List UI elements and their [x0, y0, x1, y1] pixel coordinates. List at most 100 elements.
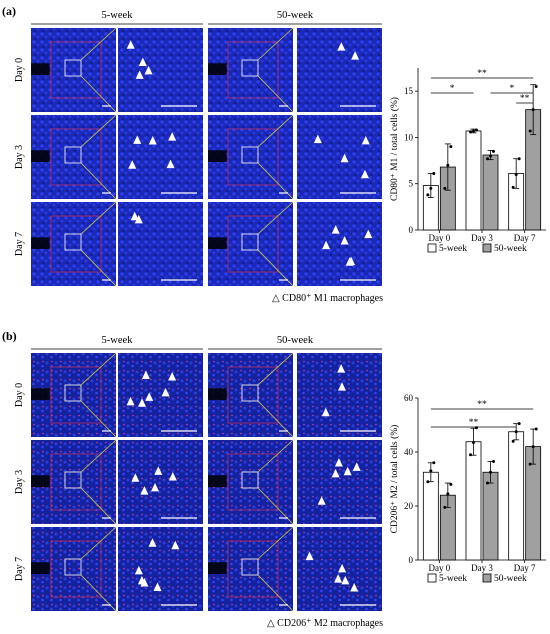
panel-b: (b) 5-week 50-week Day 0 Day 3 Day 7 △ CD206⁺ …: [2, 329, 383, 629]
x-tick-label: Day 7: [514, 563, 536, 573]
roi-box: [50, 366, 102, 424]
y-tick-label: 0: [409, 555, 414, 565]
white-triangle-arrow-icon: [128, 160, 137, 169]
roi-box: [227, 453, 279, 511]
zoom-connector: [80, 439, 117, 473]
white-triangle-arrow-icon: [352, 462, 361, 471]
group-header: 5-week: [102, 10, 134, 21]
y-tick-label: 5: [409, 179, 414, 189]
roi-box: [227, 366, 279, 424]
bar: [482, 471, 499, 561]
zoom-micrograph: [118, 202, 203, 286]
data-point: [432, 172, 436, 176]
zoom-micrograph: [297, 202, 382, 286]
white-triangle-arrow-icon: [166, 159, 175, 169]
white-triangle-arrow-icon: [313, 134, 322, 144]
roi-box: [50, 41, 102, 99]
white-triangle-arrow-icon: [138, 57, 147, 66]
panel-label: (b): [2, 329, 17, 343]
data-point: [449, 145, 453, 149]
roi-box: [227, 215, 279, 273]
row-label: Day 7: [14, 557, 25, 581]
zoom-micrograph: [297, 440, 382, 524]
white-triangle-arrow-icon: [148, 136, 157, 145]
zoom-micrograph: [118, 527, 203, 611]
bar-chart-a: 0 5 10 15 CD80⁺ M1 / total cells (%) Day 0 Day…: [389, 68, 546, 254]
legend-label: 5-week: [439, 244, 467, 254]
zoom-box: [241, 558, 259, 576]
zoom-connector: [80, 352, 117, 386]
y-tick-label: 60: [404, 393, 414, 403]
data-point: [489, 154, 492, 158]
data-point: [472, 129, 475, 133]
data-point: [492, 149, 495, 153]
white-triangle-arrow-icon: [135, 70, 144, 79]
white-triangle-arrow-icon: [171, 540, 180, 550]
significance-label: *: [509, 84, 514, 94]
row-label: Day 0: [14, 58, 25, 82]
white-triangle-arrow-icon: [153, 582, 162, 591]
row-label: Day 3: [14, 145, 25, 169]
significance-label: *: [450, 84, 455, 94]
white-triangle-arrow-icon: [154, 466, 163, 475]
white-triangle-arrow-icon: [168, 471, 177, 481]
zoom-connector: [257, 27, 294, 61]
zoom-micrograph: [118, 115, 203, 199]
tissue-gap: [208, 388, 227, 401]
zoom-connector: [80, 114, 117, 148]
data-point: [443, 186, 447, 190]
white-triangle-arrow-icon: [343, 466, 352, 476]
data-point: [432, 461, 436, 465]
row-label: Day 7: [14, 232, 25, 256]
white-triangle-arrow-icon: [131, 473, 140, 482]
data-point: [472, 441, 475, 445]
x-tick-label: Day 0: [428, 233, 450, 243]
legend-footnote: △ CD206⁺ M2 macrophages: [267, 618, 383, 629]
white-triangle-arrow-icon: [361, 135, 370, 145]
white-triangle-arrow-icon: [331, 468, 340, 478]
data-point: [528, 129, 532, 133]
significance-label: **: [477, 69, 487, 79]
data-point: [514, 430, 518, 434]
white-triangle-arrow-icon: [364, 229, 373, 239]
legend-label: 50-week: [494, 574, 527, 584]
zoom-box: [64, 471, 82, 489]
significance-label: **: [520, 94, 530, 104]
zoom-box: [241, 233, 259, 251]
white-triangle-arrow-icon: [145, 392, 154, 401]
legend-label: 50-week: [494, 244, 527, 254]
roi-box: [50, 453, 102, 511]
white-triangle-arrow-icon: [144, 65, 153, 75]
white-triangle-arrow-icon: [350, 582, 359, 592]
legend-footnote: △ CD80⁺ M1 macrophages: [272, 293, 383, 304]
white-triangle-arrow-icon: [168, 132, 177, 141]
zoom-micrograph: [118, 28, 203, 112]
zoom-box: [64, 233, 82, 251]
white-triangle-arrow-icon: [321, 407, 330, 417]
bar: [465, 441, 482, 561]
white-triangle-arrow-icon: [138, 398, 147, 407]
significance-label: **: [477, 400, 487, 410]
tissue-gap: [208, 150, 227, 163]
zoom-micrograph: [297, 28, 382, 112]
tissue-gap: [31, 562, 50, 575]
legend-label: 5-week: [439, 574, 467, 584]
data-point: [489, 470, 492, 474]
white-triangle-arrow-icon: [305, 551, 314, 561]
zoom-connector: [257, 114, 294, 148]
zoom-box: [241, 471, 259, 489]
row-label: Day 3: [14, 470, 25, 494]
zoom-box: [64, 146, 82, 164]
roi-box: [50, 540, 102, 598]
panel-a: (a) 5-week 50-week Day 0 Day 3 Day 7 △ CD80⁺ M…: [2, 4, 383, 304]
white-triangle-arrow-icon: [337, 42, 346, 51]
legend-swatch: [482, 573, 492, 583]
tissue-gap: [208, 63, 227, 76]
roi-box: [227, 128, 279, 186]
legend-swatch: [427, 573, 437, 583]
zoom-micrograph: [297, 115, 382, 199]
legend-swatch: [427, 243, 437, 253]
roi-box: [227, 41, 279, 99]
data-point: [517, 422, 521, 426]
